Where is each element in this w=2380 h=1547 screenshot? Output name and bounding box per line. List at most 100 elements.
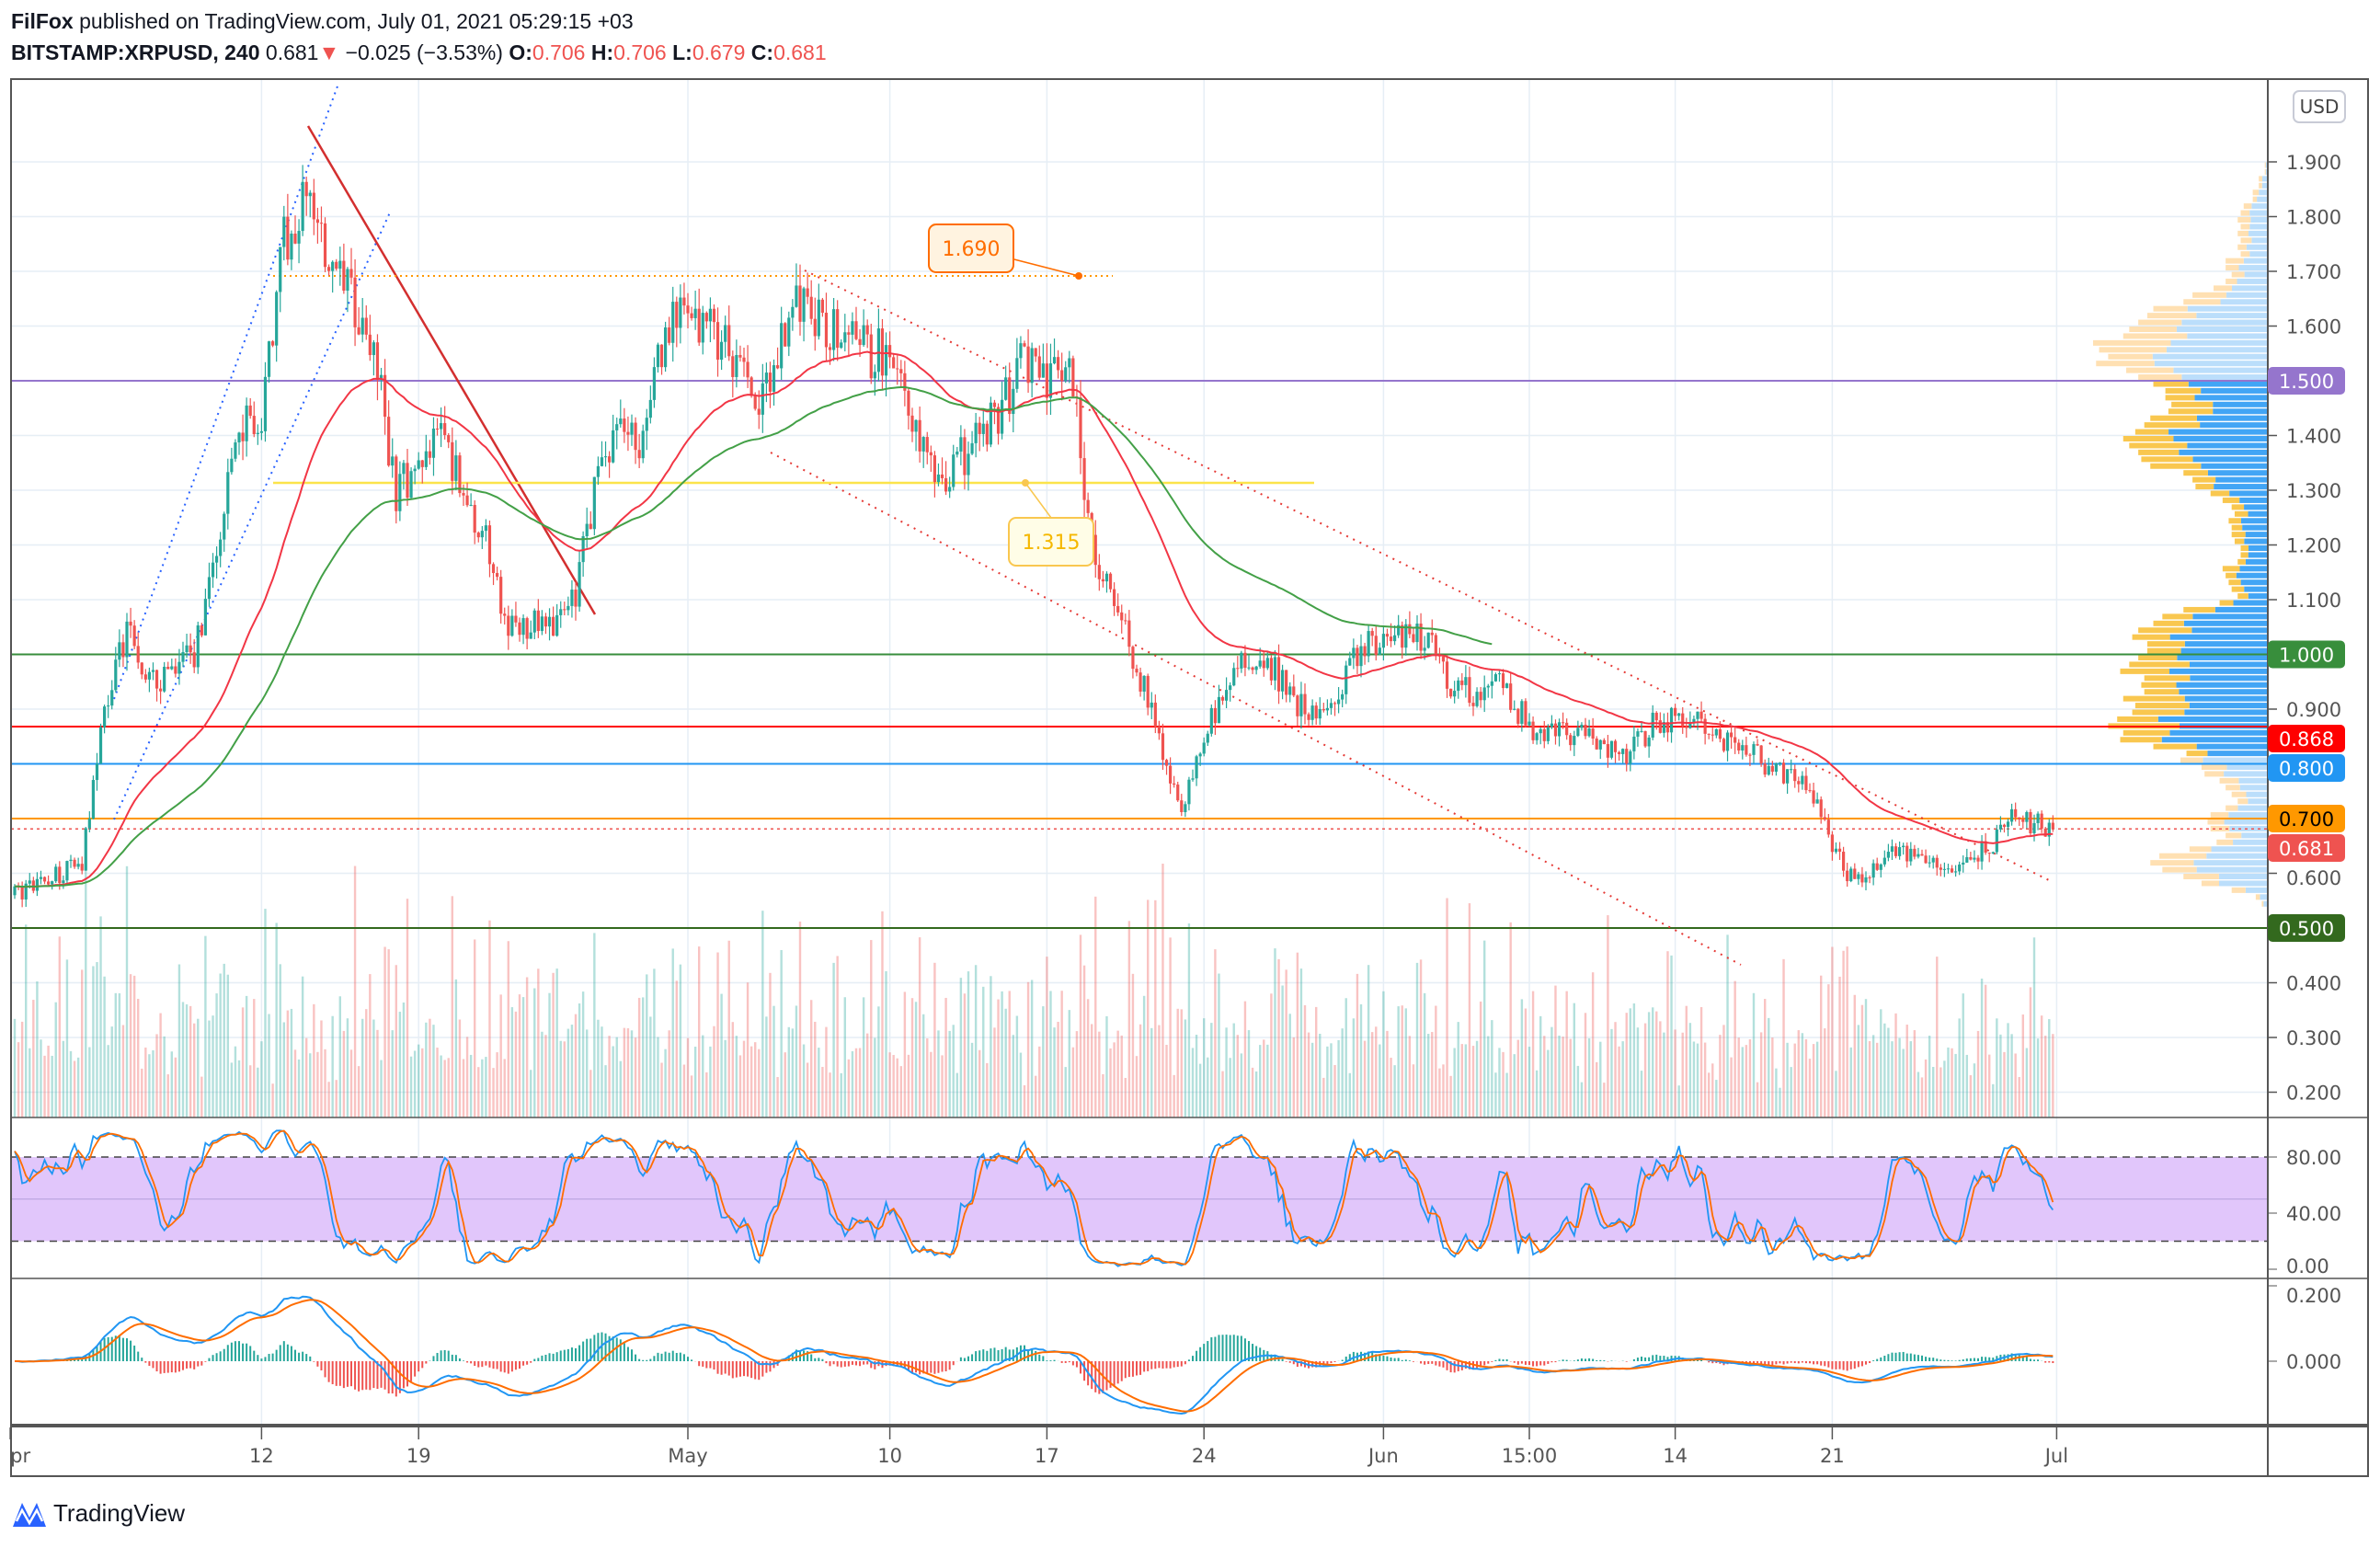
volume-bar bbox=[1696, 1043, 1699, 1117]
macd-histogram-bar bbox=[866, 1361, 869, 1365]
candle-body bbox=[301, 181, 304, 232]
macd-histogram-bar bbox=[1790, 1361, 1792, 1363]
volume-bar bbox=[959, 978, 963, 1117]
volume-bar bbox=[1992, 1083, 1995, 1117]
trendlines[interactable] bbox=[113, 83, 2050, 966]
volume-bar bbox=[1435, 1005, 1437, 1117]
volume-bar bbox=[619, 1060, 622, 1117]
candle-body bbox=[1812, 790, 1815, 804]
macd-histogram-bar bbox=[510, 1361, 513, 1372]
candle-body bbox=[1902, 845, 1905, 848]
volume-profile-down bbox=[2096, 361, 2155, 367]
level-price-badge bbox=[2268, 754, 2345, 782]
macd-histogram-bar bbox=[1438, 1361, 1441, 1367]
candle-body bbox=[1412, 634, 1415, 643]
macd-histogram-bar bbox=[383, 1361, 386, 1390]
macd-histogram-bar bbox=[555, 1352, 558, 1361]
macd-histogram-bar bbox=[993, 1347, 996, 1361]
macd-histogram-bar bbox=[1453, 1361, 1456, 1373]
macd-histogram-bar bbox=[1427, 1361, 1430, 1365]
candle-body bbox=[570, 590, 574, 606]
author[interactable]: FilFox bbox=[11, 9, 74, 33]
volume-bar bbox=[163, 1036, 166, 1117]
macd-histogram-bar bbox=[1985, 1357, 1987, 1361]
volume-bar bbox=[1243, 1001, 1247, 1117]
volume-profile-down bbox=[2153, 620, 2184, 626]
volume-bar bbox=[1274, 948, 1276, 1117]
macd-histogram-bar bbox=[1947, 1359, 1950, 1361]
candle-body bbox=[1846, 870, 1849, 882]
volume-profile-up bbox=[2231, 285, 2268, 292]
volume-profile-down bbox=[2259, 182, 2262, 189]
candle-body bbox=[1019, 343, 1023, 359]
currency-badge[interactable]: USD bbox=[2293, 90, 2346, 123]
volume-bar bbox=[1860, 1004, 1864, 1117]
volume-bar bbox=[1887, 1027, 1890, 1117]
macd-histogram-bar bbox=[1341, 1359, 1344, 1361]
volume-bar bbox=[462, 1059, 465, 1117]
macd-histogram-bar bbox=[141, 1358, 143, 1361]
candle-body bbox=[259, 430, 263, 433]
macd-histogram-bar bbox=[1143, 1361, 1146, 1372]
macd-histogram-bar bbox=[795, 1349, 797, 1361]
volume-bar bbox=[533, 988, 536, 1117]
candle-body bbox=[1139, 672, 1142, 692]
volume-profile-up bbox=[2260, 894, 2268, 900]
volume-bar bbox=[297, 1059, 301, 1117]
candle-body bbox=[1950, 868, 1954, 873]
volume-bar bbox=[1277, 958, 1280, 1117]
candle-body bbox=[1079, 397, 1082, 459]
volume-bar bbox=[474, 939, 476, 1117]
volume-profile-up bbox=[2187, 305, 2268, 312]
volume-bar bbox=[96, 962, 98, 1117]
macd-histogram-bar bbox=[1962, 1359, 1964, 1361]
descending-channel-upper[interactable] bbox=[804, 269, 2050, 881]
price-callout[interactable] bbox=[1008, 517, 1094, 567]
volume-profile-down bbox=[2222, 566, 2240, 572]
tradingview-logo[interactable]: TradingView bbox=[11, 1497, 185, 1529]
volume-bar bbox=[230, 1062, 234, 1117]
macd-histogram-bar bbox=[226, 1345, 229, 1361]
volume-bar bbox=[1393, 1065, 1396, 1117]
volume-bar bbox=[342, 1030, 346, 1117]
macd-histogram-bar bbox=[1435, 1361, 1437, 1366]
candle-body bbox=[735, 354, 738, 377]
candle-body bbox=[1962, 862, 1965, 865]
volume-profile-up bbox=[2179, 689, 2268, 695]
macd-histogram-bar bbox=[582, 1341, 585, 1361]
volume-bar bbox=[738, 1055, 742, 1117]
candle-body bbox=[2021, 819, 2025, 822]
macd-histogram-bar bbox=[541, 1355, 544, 1361]
price-callout[interactable] bbox=[928, 223, 1014, 273]
channel-line-lower[interactable] bbox=[113, 212, 391, 820]
candle-body bbox=[679, 297, 682, 328]
macd-histogram-bar bbox=[316, 1361, 319, 1367]
candle-body bbox=[1034, 348, 1037, 357]
downtrend-line[interactable] bbox=[306, 125, 597, 615]
time-tick-label: May bbox=[668, 1445, 707, 1467]
channel-line-upper[interactable] bbox=[113, 83, 339, 700]
candle-body bbox=[1595, 739, 1598, 750]
volume-profile-up bbox=[2168, 429, 2268, 435]
chart-header: FilFox published on TradingView.com, Jul… bbox=[11, 6, 827, 68]
volume-profile-down bbox=[2132, 634, 2170, 640]
volume-profile-down bbox=[2261, 900, 2264, 907]
horizontal-levels[interactable] bbox=[11, 380, 2268, 929]
volume-profile-up bbox=[2265, 162, 2268, 168]
volume-bar bbox=[914, 1002, 918, 1117]
volume-profile-up bbox=[2207, 470, 2268, 476]
candle-body bbox=[245, 405, 248, 441]
candle-body bbox=[499, 577, 503, 614]
candle-body bbox=[435, 428, 440, 430]
macd-histogram-bar bbox=[1891, 1352, 1894, 1361]
volume-bar bbox=[1397, 1006, 1400, 1117]
candle-body bbox=[623, 418, 626, 432]
candle-body bbox=[1980, 841, 1984, 862]
macd-histogram-bar bbox=[2033, 1359, 2035, 1361]
volume-bar bbox=[1210, 1023, 1213, 1117]
axes[interactable]: 1.9001.8001.7001.6001.5001.4001.3001.200… bbox=[9, 152, 2345, 1467]
volume-bar bbox=[1868, 1040, 1871, 1117]
macd-histogram-bar bbox=[1532, 1361, 1535, 1367]
